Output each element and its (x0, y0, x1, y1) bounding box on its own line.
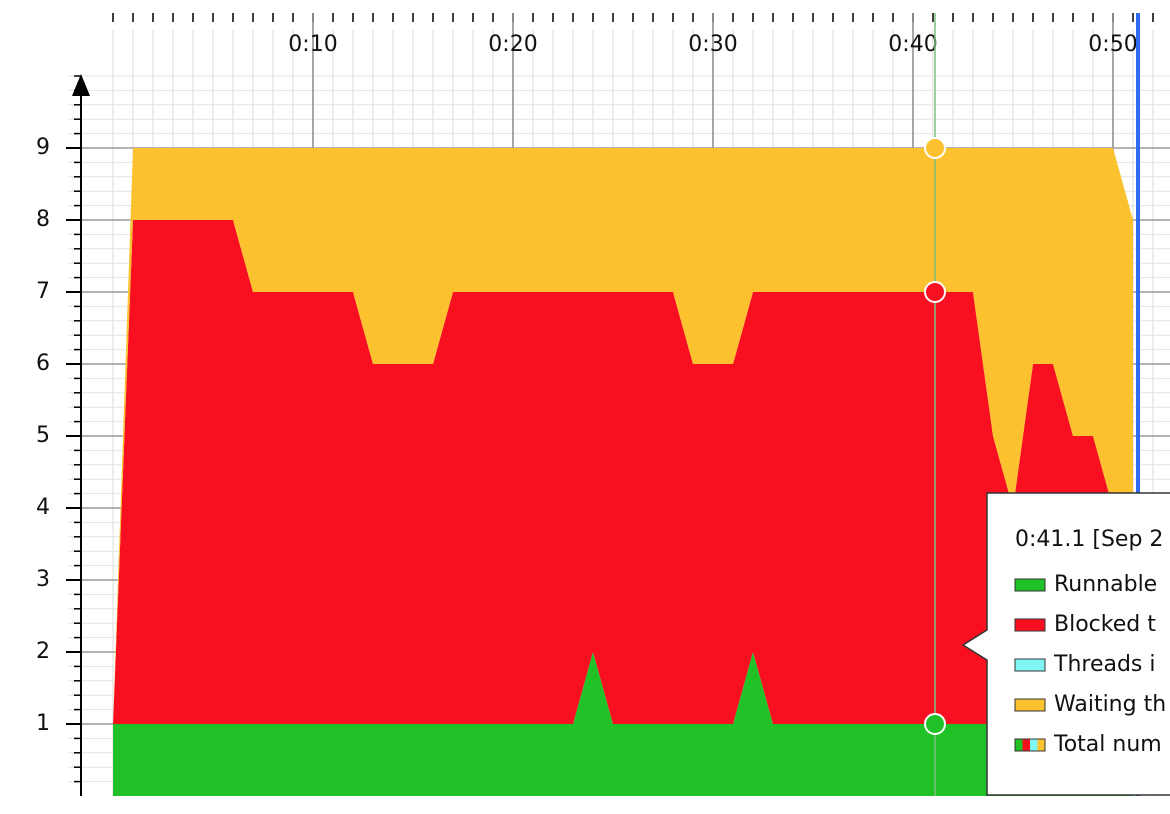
y-tick-label: 7 (36, 279, 50, 304)
area (113, 148, 1133, 724)
legend-swatch-part (1037, 739, 1045, 751)
x-tick-label: 0:50 (1088, 32, 1137, 57)
legend-swatch-part (1030, 739, 1038, 751)
legend-swatch (1014, 698, 1046, 712)
y-tick-label: 2 (36, 639, 50, 664)
axes: 0:10 0:20 0:30 0:40 0:50 1 2 3 4 5 6 7 8 9 (36, 32, 1138, 796)
tooltip: 0:41.1 [Sep 2 Runnable Blocked t Threads i… (961, 492, 1170, 796)
y-tick-label: 5 (36, 423, 50, 448)
cursor-marker (924, 713, 946, 735)
legend-swatch-part (1015, 739, 1023, 751)
tooltip-box (961, 492, 1170, 796)
y-tick-label: 4 (36, 495, 50, 520)
areas (113, 148, 1133, 796)
legend-swatch-part (1022, 739, 1030, 751)
legend-swatch (1014, 618, 1046, 632)
y-tick-label: 3 (36, 567, 50, 592)
legend-label: Total num (1053, 732, 1162, 757)
cursor-marker (924, 281, 946, 303)
tooltip-title: 0:41.1 [Sep 2 (1015, 527, 1163, 552)
y-tick-label: 9 (36, 135, 50, 160)
legend-swatch (1014, 578, 1046, 592)
legend-swatch (1014, 658, 1046, 672)
legend-swatch-outline (1014, 738, 1046, 752)
x-tick-label: 0:10 (288, 32, 337, 57)
y-axis-arrow (72, 74, 90, 96)
x-tick-label: 0:20 (488, 32, 537, 57)
legend-label: Threads i (1053, 652, 1156, 677)
cursor-marker (924, 137, 946, 159)
y-tick-label: 1 (36, 711, 50, 736)
x-tick-label: 0:30 (688, 32, 737, 57)
x-tick-label: 0:40 (888, 32, 937, 57)
y-tick-label: 8 (36, 207, 50, 232)
legend-label: Waiting th (1054, 692, 1166, 717)
legend-label: Blocked t (1054, 612, 1156, 637)
legend-label: Runnable (1054, 572, 1157, 597)
y-tick-label: 6 (36, 351, 50, 376)
